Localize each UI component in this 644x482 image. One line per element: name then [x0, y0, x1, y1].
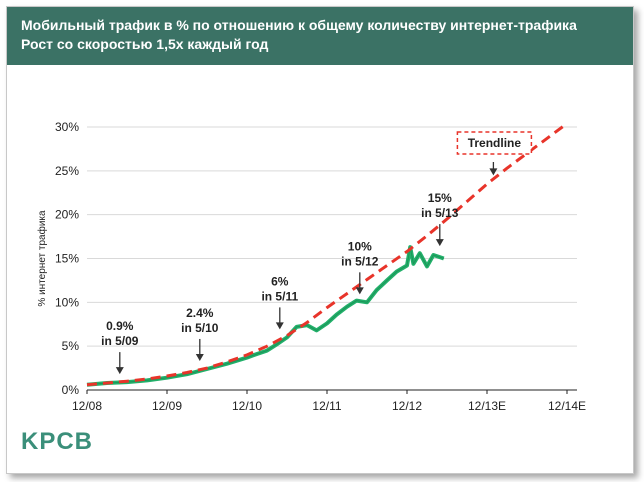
line-chart: 0% 5% 10% 15% 20% 25% 30% 12/08 12/09 12/10 12/11 1…	[36, 120, 586, 413]
slide-frame: Мобильный трафик в % по отношению к обще…	[6, 6, 634, 474]
y-tick-label: 5%	[62, 339, 80, 353]
chart-title: Мобильный трафик в % по отношению к обще…	[21, 17, 577, 33]
y-tick-label: 20%	[55, 208, 79, 222]
trendline-label: Trendline	[468, 136, 522, 150]
kpcb-logo: KPCB	[21, 428, 94, 455]
annotation-value: 15%	[428, 191, 452, 205]
y-tick-label: 0%	[62, 383, 80, 397]
trendline-label-box	[456, 131, 533, 155]
chart-subtitle: Рост со скоростью 1,5x каждый год	[21, 36, 269, 52]
trendline-series	[86, 122, 568, 387]
y-tick-label: 25%	[55, 164, 79, 178]
x-tick-label: 12/10	[232, 399, 262, 413]
x-tick-label: 12/13E	[468, 399, 506, 413]
annotation-arrowhead	[115, 367, 124, 375]
annotation-arrowhead	[275, 322, 284, 330]
x-tick-label: 12/09	[152, 399, 182, 413]
annotation-date: in 5/12	[341, 254, 379, 268]
x-tick-label: 12/08	[72, 399, 102, 413]
title-bar: Мобильный трафик в % по отношению к обще…	[7, 7, 633, 65]
annotation-value: 6%	[271, 274, 289, 288]
annotation-value: 10%	[348, 239, 372, 253]
annotation-date: in 5/09	[101, 334, 139, 348]
trendline-arrowhead	[489, 168, 498, 176]
x-tick-label: 12/11	[312, 399, 341, 413]
annotation-arrowhead	[435, 239, 444, 247]
actual-traffic-series-detail	[86, 246, 444, 386]
y-tick-label: 30%	[55, 120, 79, 134]
annotation-value: 2.4%	[186, 306, 214, 320]
annotation-arrowhead	[355, 287, 364, 295]
y-tick-label: 10%	[55, 295, 79, 309]
actual-traffic-series	[86, 245, 445, 387]
annotation-date: in 5/10	[181, 321, 219, 335]
x-tick-label: 12/12	[392, 399, 422, 413]
y-axis-title: % интернет трафика	[36, 210, 48, 307]
x-tick-label: 12/14E	[548, 399, 586, 413]
annotation-date: in 5/13	[421, 206, 459, 220]
y-tick-label: 15%	[55, 252, 79, 266]
annotation-value: 0.9%	[106, 319, 134, 333]
annotation-date: in 5/11	[261, 289, 298, 303]
annotation-arrowhead	[195, 353, 204, 361]
